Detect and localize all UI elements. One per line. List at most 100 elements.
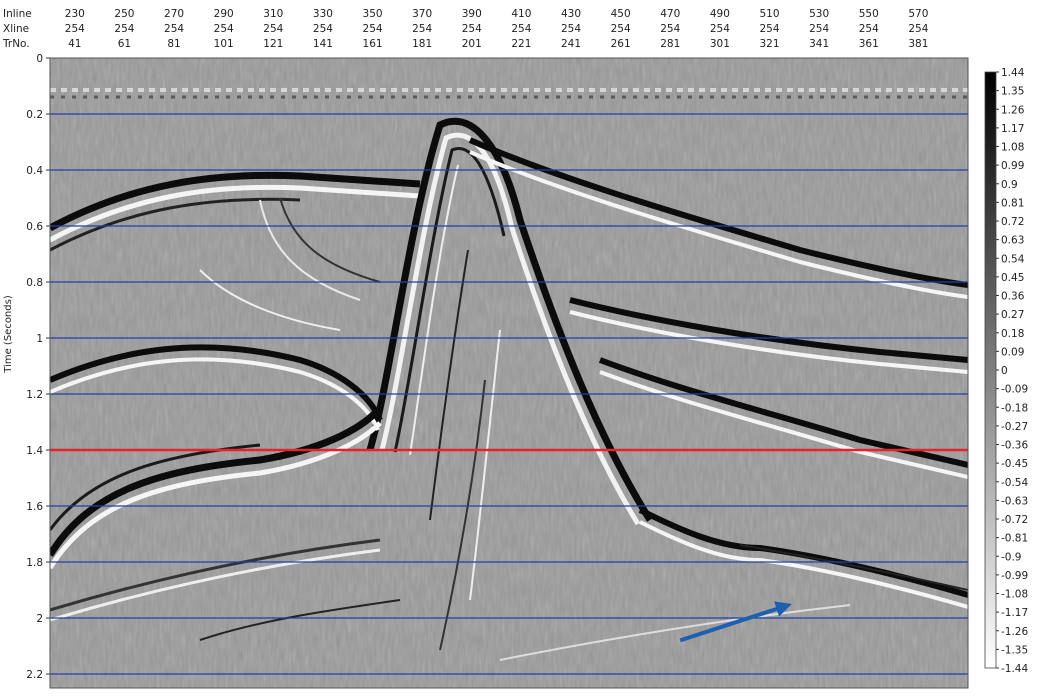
colorbar-tick-label: -0.81 xyxy=(1001,533,1028,545)
header-value: 301 xyxy=(710,38,730,50)
header-value: 141 xyxy=(313,38,333,50)
header-value: 550 xyxy=(859,8,879,20)
header-value: 530 xyxy=(809,8,829,20)
colorbar-tick-label: -1.26 xyxy=(1001,626,1028,638)
colorbar-tick-label: -0.72 xyxy=(1001,514,1028,526)
y-tick-label: 0 xyxy=(36,53,43,65)
y-tick-label: 1 xyxy=(36,333,43,345)
header-label: Inline xyxy=(3,8,32,20)
header-value: 81 xyxy=(167,38,180,50)
colorbar-tick-label: 0.63 xyxy=(1001,235,1024,247)
header-value: 510 xyxy=(759,8,779,20)
y-tick-label: 0.2 xyxy=(26,109,43,121)
y-tick-label: 1.2 xyxy=(26,389,43,401)
colorbar-tick-label: -0.99 xyxy=(1001,570,1028,582)
header-value: 390 xyxy=(462,8,482,20)
header-value: 241 xyxy=(561,38,581,50)
y-tick-label: 1.6 xyxy=(26,501,43,513)
header-value: 450 xyxy=(611,8,631,20)
colorbar-tick-label: 0.99 xyxy=(1001,160,1024,172)
header-value: 254 xyxy=(859,23,879,35)
header-value: 310 xyxy=(263,8,283,20)
header-value: 341 xyxy=(809,38,829,50)
header-value: 370 xyxy=(412,8,432,20)
header-value: 254 xyxy=(511,23,531,35)
colorbar-tick-label: 0.54 xyxy=(1001,253,1025,265)
colorbar-tick-label: 0.27 xyxy=(1001,309,1024,321)
header-value: 250 xyxy=(114,8,134,20)
colorbar-tick-label: 1.44 xyxy=(1001,67,1025,79)
colorbar-tick-label: -0.63 xyxy=(1001,495,1028,507)
colorbar-tick-label: 0.36 xyxy=(1001,291,1025,303)
header-value: 254 xyxy=(313,23,333,35)
header-value: 254 xyxy=(908,23,928,35)
colorbar-tick-label: 1.26 xyxy=(1001,104,1025,116)
colorbar: 1.44 1.35 1.26 1.17 1.08 0.99 0.9 0.81 0.72 0.63 0… xyxy=(984,67,1028,675)
header-value: 281 xyxy=(660,38,680,50)
header-value: 41 xyxy=(68,38,81,50)
colorbar-tick-label: 0.18 xyxy=(1001,328,1024,340)
header-value: 254 xyxy=(611,23,631,35)
header-value: 254 xyxy=(759,23,779,35)
header-value: 101 xyxy=(214,38,234,50)
colorbar-tick-label: 1.17 xyxy=(1001,123,1024,135)
header-value: 330 xyxy=(313,8,333,20)
colorbar-tick-label: -0.9 xyxy=(1001,551,1022,563)
header-value: 201 xyxy=(462,38,482,50)
header-value: 410 xyxy=(511,8,531,20)
colorbar-tick-label: 0.45 xyxy=(1001,272,1024,284)
colorbar-tick-label: -0.09 xyxy=(1001,384,1028,396)
arrow-shaft xyxy=(679,606,780,643)
header-value: 490 xyxy=(710,8,730,20)
header-label: Xline xyxy=(3,23,29,35)
colorbar-tick-label: -0.45 xyxy=(1001,458,1028,470)
y-tick-label: 0.4 xyxy=(26,165,43,177)
colorbar-tick-label: -0.27 xyxy=(1001,421,1028,433)
header-value: 254 xyxy=(809,23,829,35)
colorbar-gradient xyxy=(984,71,997,669)
y-tick-label: 0.8 xyxy=(26,277,43,289)
seismic-image xyxy=(50,58,968,688)
y-tick-label: 1.8 xyxy=(26,557,43,569)
colorbar-tick-label: -0.36 xyxy=(1001,440,1028,452)
header-value: 430 xyxy=(561,8,581,20)
time-lines xyxy=(50,113,968,675)
colorbar-tick-label: 0.72 xyxy=(1001,216,1024,228)
header-value: 254 xyxy=(412,23,432,35)
header-value: 221 xyxy=(511,38,531,50)
header-value: 350 xyxy=(363,8,383,20)
colorbar-tick-label: -1.17 xyxy=(1001,607,1028,619)
header-value: 121 xyxy=(263,38,283,50)
header-value: 254 xyxy=(710,23,730,35)
header-value: 254 xyxy=(263,23,283,35)
arrow-head xyxy=(774,601,792,617)
header-value: 361 xyxy=(859,38,879,50)
header-value: 230 xyxy=(65,8,85,20)
colorbar-tick-label: -1.44 xyxy=(1001,663,1028,675)
trace-header: Inline 230 250 270 290 310 330 350 370 390 410 430 4… xyxy=(2,8,929,50)
colorbar-tick-label: -1.35 xyxy=(1001,644,1028,656)
header-value: 61 xyxy=(118,38,131,50)
header-value: 570 xyxy=(908,8,928,20)
colorbar-tick-label: 1.35 xyxy=(1001,86,1024,98)
colorbar-tick-label: -0.54 xyxy=(1001,477,1028,489)
y-tick-label: 0.6 xyxy=(26,221,43,233)
annotation-arrow xyxy=(679,601,792,643)
header-value: 254 xyxy=(660,23,680,35)
colorbar-tick-label: 0.09 xyxy=(1001,346,1024,358)
y-tick-label: 2 xyxy=(36,613,43,625)
header-value: 290 xyxy=(214,8,234,20)
y-tick-label: 2.2 xyxy=(26,669,43,681)
y-axis: 0 0.2 0.4 0.6 0.8 1 1.2 1.4 1.6 1.8 2 2.2 xyxy=(26,53,50,681)
header-label: TrNo. xyxy=(2,38,30,50)
header-value: 254 xyxy=(363,23,383,35)
plot-frame xyxy=(49,57,969,689)
y-tick-label: 1.4 xyxy=(26,445,43,457)
colorbar-tick-label: 0.81 xyxy=(1001,197,1024,209)
header-value: 321 xyxy=(759,38,779,50)
header-value: 181 xyxy=(412,38,432,50)
colorbar-tick-label: 0 xyxy=(1001,365,1008,377)
header-value: 254 xyxy=(462,23,482,35)
header-value: 381 xyxy=(908,38,928,50)
